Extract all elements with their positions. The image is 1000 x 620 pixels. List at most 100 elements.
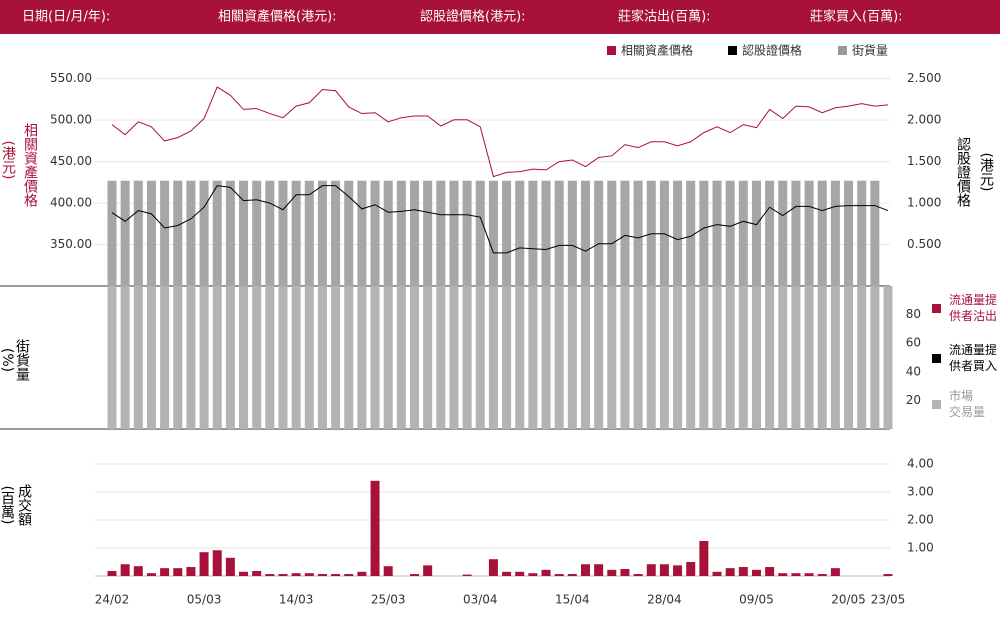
- y-tick-label: 1.000: [907, 196, 941, 210]
- bar: [462, 180, 472, 286]
- bar: [410, 286, 420, 429]
- bar: [239, 180, 249, 286]
- bar: [436, 180, 446, 286]
- bar: [712, 571, 722, 576]
- bar: [515, 571, 525, 576]
- bar: [712, 180, 722, 286]
- bar: [502, 286, 512, 429]
- bar: [673, 286, 683, 429]
- bar: [344, 180, 354, 286]
- axis-label: 認股證價格: [955, 137, 971, 207]
- bar: [370, 480, 380, 576]
- bar: [594, 286, 604, 429]
- bar: [265, 286, 275, 429]
- bar: [370, 286, 380, 429]
- x-tick-label: 28/04: [647, 593, 682, 607]
- bar: [830, 286, 840, 429]
- bar: [107, 180, 117, 286]
- bar: [725, 568, 735, 576]
- bar: [239, 286, 249, 429]
- bar: [659, 286, 669, 429]
- axis-label: (百萬): [0, 486, 15, 525]
- bar: [396, 180, 406, 286]
- bar: [541, 569, 551, 576]
- bar: [765, 286, 775, 429]
- bar: [502, 180, 512, 286]
- bar: [870, 286, 880, 429]
- bar: [580, 180, 590, 286]
- bar: [423, 286, 433, 429]
- bar: [712, 286, 722, 429]
- bar: [686, 180, 696, 286]
- bar: [449, 180, 459, 286]
- bar: [817, 574, 827, 576]
- axis-label: 街貨量: [14, 339, 30, 381]
- bar: [317, 180, 327, 286]
- y-tick-label: 350.00: [50, 237, 92, 251]
- legend-label: 市場交易量: [949, 388, 985, 419]
- bar: [173, 568, 183, 576]
- x-tick-label: 09/05: [739, 593, 774, 607]
- bar: [186, 286, 196, 429]
- bar: [515, 180, 525, 286]
- y-tick-label: 2.00: [907, 513, 934, 527]
- bar: [804, 286, 814, 429]
- bar: [160, 568, 170, 576]
- bar: [396, 286, 406, 429]
- bar: [488, 559, 498, 576]
- bar: [646, 564, 656, 576]
- y-tick-label: 1.500: [907, 154, 941, 168]
- bar: [554, 286, 564, 429]
- bar: [265, 574, 275, 576]
- bar: [199, 286, 209, 429]
- bar: [541, 180, 551, 286]
- bar: [554, 574, 564, 576]
- bar: [278, 286, 288, 429]
- axis-label: 相關資產價格: [22, 123, 38, 207]
- bar: [699, 286, 709, 429]
- y-tick-label: 60: [906, 336, 921, 350]
- bar: [502, 571, 512, 576]
- legend-label: 流通量提供者沽出: [949, 292, 997, 323]
- bar: [633, 286, 643, 429]
- y-tick-label: 4.00: [907, 457, 934, 471]
- legend-label: 認股證價格: [742, 43, 802, 58]
- bar: [212, 286, 222, 429]
- bar: [291, 286, 301, 429]
- bar: [304, 573, 314, 576]
- bar: [133, 180, 143, 286]
- bar: [765, 567, 775, 576]
- bar: [778, 286, 788, 429]
- bar: [830, 180, 840, 286]
- header-label: 日期(日/月/年):: [22, 10, 110, 25]
- line: [111, 185, 889, 254]
- bar: [186, 180, 196, 286]
- bar: [699, 180, 709, 286]
- bar: [883, 286, 893, 429]
- bar: [699, 541, 709, 576]
- x-tick-label: 15/04: [555, 593, 590, 607]
- bar: [778, 180, 788, 286]
- bar: [725, 180, 735, 286]
- y-tick-label: 500.00: [50, 113, 92, 127]
- bar: [567, 286, 577, 429]
- legend-swatch: [932, 354, 941, 363]
- y-tick-label: 3.00: [907, 485, 934, 499]
- bar: [580, 286, 590, 429]
- bar: [357, 571, 367, 576]
- bar: [291, 573, 301, 576]
- bar: [844, 286, 854, 429]
- bar: [133, 566, 143, 576]
- bar: [160, 286, 170, 429]
- y-tick-label: 2.000: [907, 113, 941, 127]
- bar: [317, 574, 327, 576]
- bar: [278, 180, 288, 286]
- bar: [751, 286, 761, 429]
- bar: [239, 571, 249, 576]
- bar: [304, 180, 314, 286]
- bar: [817, 180, 827, 286]
- bar: [173, 286, 183, 429]
- bar: [423, 180, 433, 286]
- y-tick-label: 400.00: [50, 196, 92, 210]
- bar: [252, 570, 262, 576]
